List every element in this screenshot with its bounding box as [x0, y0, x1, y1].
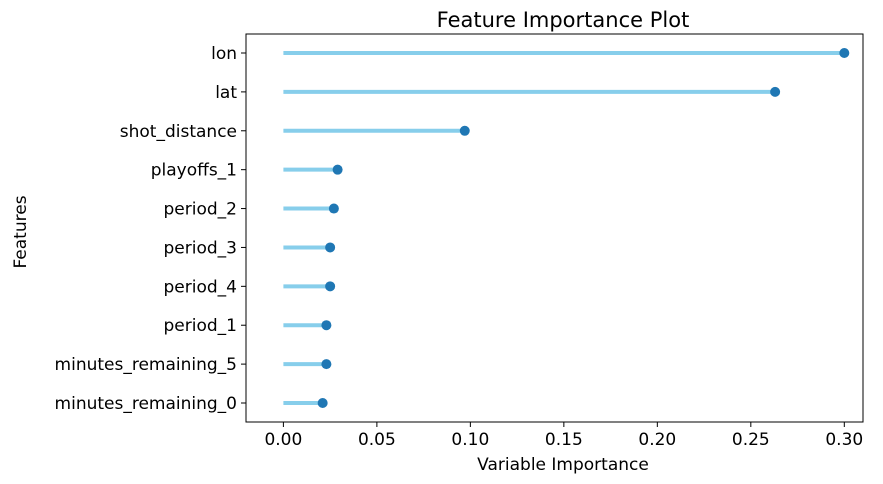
y-tick-label-period_3: period_3 [164, 238, 237, 258]
y-ticks: lon lat shot_distance playoffs_1 period_2per… [55, 44, 246, 414]
x-ticks: 0.00 0.05 0.10 0.15 0.20 0.25 0.30 [264, 422, 863, 450]
x-tick-label: 0.05 [358, 430, 396, 450]
stems-group [283, 51, 845, 405]
y-tick-label-shot_distance: shot_distance [120, 122, 237, 142]
y-tick-label-period_2: period_2 [164, 200, 237, 220]
x-tick-label: 0.15 [545, 430, 583, 450]
marker-lon [839, 48, 850, 58]
marker-period_2 [328, 203, 339, 214]
marker-minutes_remaining_0 [317, 398, 328, 408]
marker-shot_distance [459, 125, 470, 136]
axes-frame [245, 33, 864, 423]
x-tick-label: 0.20 [638, 430, 676, 450]
x-tick-label: 0.10 [451, 430, 489, 450]
marker-lat [770, 86, 781, 97]
chart-title: Feature Importance Plot [437, 8, 690, 32]
markers-group [317, 48, 850, 408]
y-tick-label-playoffs_1: playoffs_1 [151, 161, 237, 181]
marker-minutes_remaining_5 [321, 359, 332, 370]
y-tick-label-period_1: period_1 [164, 316, 237, 336]
marker-playoffs_1 [332, 164, 343, 175]
marker-period_3 [325, 242, 336, 253]
y-tick-label-minutes_remaining_0: minutes_remaining_0 [55, 394, 237, 414]
plot-area: lon lat shot_distance playoffs_1 period_2per… [55, 33, 864, 450]
x-tick-label: 0.00 [264, 430, 302, 450]
x-axis-label: Variable Importance [477, 455, 649, 475]
marker-period_4 [325, 281, 336, 292]
x-tick-label: 0.30 [825, 430, 863, 450]
y-tick-label-minutes_remaining_5: minutes_remaining_5 [55, 355, 237, 375]
x-tick-label: 0.25 [732, 430, 770, 450]
y-tick-label-lon: lon [211, 44, 237, 64]
y-tick-label-period_4: period_4 [164, 277, 237, 297]
y-tick-label-lat: lat [215, 83, 237, 103]
y-axis-label: Features [11, 195, 31, 268]
marker-period_1 [321, 320, 332, 331]
